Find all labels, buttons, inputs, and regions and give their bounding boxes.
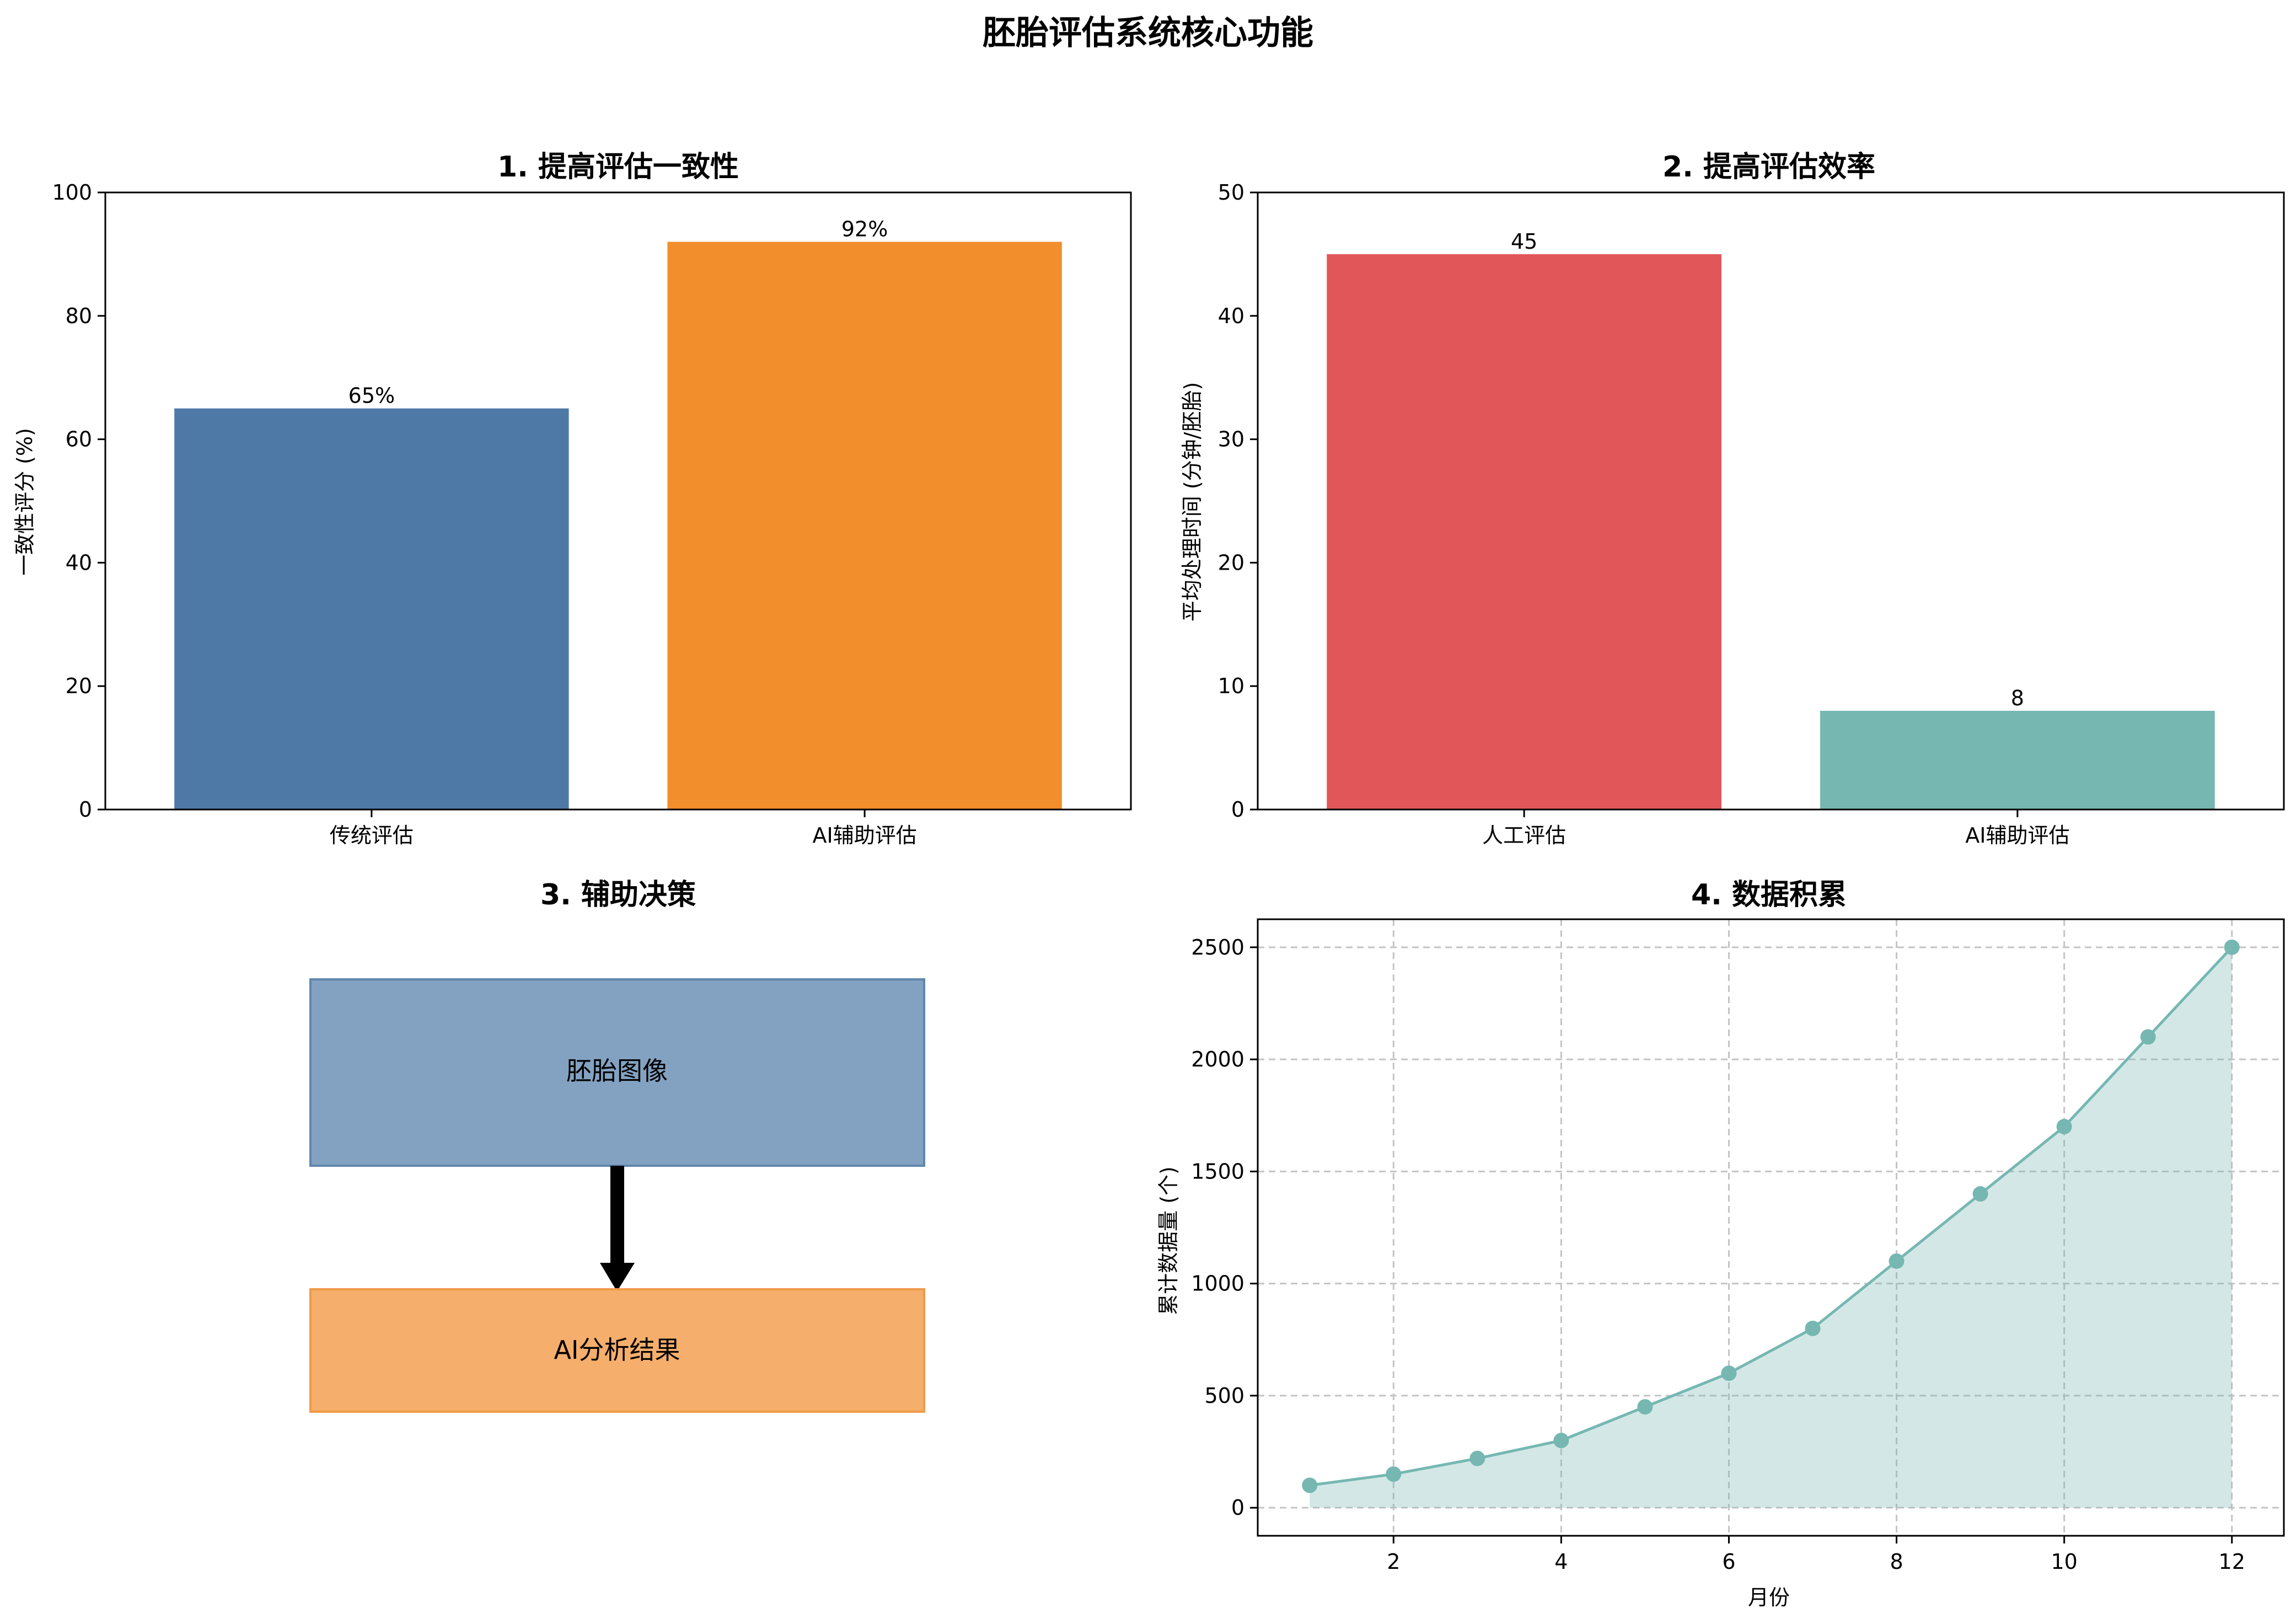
data-point <box>1386 1466 1402 1482</box>
y-tick-label: 20 <box>66 674 92 698</box>
data-point <box>1805 1320 1821 1336</box>
embryo-image-box-label: 胚胎图像 <box>566 1056 668 1086</box>
y-tick-label: 1500 <box>1191 1159 1244 1183</box>
data-point <box>1469 1450 1485 1466</box>
bar <box>174 408 569 810</box>
y-tick-label: 30 <box>1218 427 1244 452</box>
plot-frame <box>1257 918 2285 1537</box>
data-accumulation-line-chart: 4. 数据积累 月份 累计数据量 (个) 2 4 6 8 10 12 0 500 1000 150… <box>1156 878 2285 1610</box>
x-tick-label: 人工评估 <box>1482 823 1566 848</box>
y-tick-label: 80 <box>66 304 92 328</box>
x-tick-label: 2 <box>1387 1550 1400 1574</box>
flow-arrow-head <box>600 1263 635 1291</box>
y-axis-label: 平均处理时间 (分钟/胚胎) <box>1180 382 1204 622</box>
bar <box>667 242 1062 810</box>
x-tick-label: 8 <box>1890 1550 1903 1574</box>
ai-result-box <box>309 1288 925 1413</box>
y-tick-label: 0 <box>1231 797 1244 822</box>
bar <box>1327 254 1722 810</box>
y-tick-label: 60 <box>66 427 92 452</box>
y-tick-label: 40 <box>1218 304 1244 328</box>
chart-title: 4. 数据积累 <box>1691 878 1847 912</box>
y-tick-label: 100 <box>52 180 92 205</box>
data-point <box>1972 1186 1988 1202</box>
figure-title: 胚胎评估系统核心功能 <box>983 14 1313 52</box>
decision-support-diagram: 3. 辅助决策 胚胎图像 AI分析结果 <box>309 878 925 1413</box>
chart-title: 2. 提高评估效率 <box>1662 151 1875 184</box>
data-label: 65% <box>348 384 395 408</box>
plot-frame <box>104 191 1132 811</box>
diagram-title: 3. 辅助决策 <box>540 878 696 912</box>
data-point <box>1637 1399 1653 1415</box>
x-tick-label: 10 <box>2051 1550 2077 1574</box>
data-point <box>1721 1365 1737 1381</box>
y-tick-label: 0 <box>1231 1496 1244 1520</box>
y-axis-label: 一致性评分 (%) <box>13 428 37 576</box>
y-axis-label: 累计数据量 (个) <box>1156 1166 1181 1315</box>
x-tick-label: AI辅助评估 <box>1965 823 2069 848</box>
series-line <box>1309 946 2233 1487</box>
x-tick-label: 6 <box>1722 1550 1735 1574</box>
x-tick-label: 传统评估 <box>330 823 414 848</box>
y-tick-label: 2000 <box>1191 1047 1244 1071</box>
x-tick-label: AI辅助评估 <box>813 823 917 848</box>
y-tick-label: 500 <box>1204 1384 1244 1408</box>
x-tick-label: 4 <box>1554 1550 1568 1574</box>
data-point <box>1889 1253 1905 1269</box>
data-point <box>1553 1433 1569 1449</box>
y-tick-label: 40 <box>66 550 92 575</box>
y-tick-label: 20 <box>1218 550 1244 575</box>
efficiency-bar-chart: 2. 提高评估效率 平均处理时间 (分钟/胚胎) 45 人工评估 8 AI辅助评估 0 1… <box>1180 151 2285 848</box>
x-tick-label: 12 <box>2219 1550 2245 1574</box>
area-fill <box>1310 947 2232 1508</box>
data-point <box>2224 939 2240 955</box>
flow-arrow-shaft <box>610 1166 624 1265</box>
y-tick-label: 10 <box>1218 674 1244 698</box>
x-axis-label: 月份 <box>1748 1585 1790 1610</box>
chart-title: 1. 提高评估一致性 <box>497 151 739 184</box>
y-tick-label: 1000 <box>1191 1272 1244 1296</box>
data-point <box>2056 1119 2072 1135</box>
data-point <box>1302 1477 1318 1493</box>
y-tick-label: 2500 <box>1191 935 1244 960</box>
ai-result-box-label: AI分析结果 <box>554 1335 680 1365</box>
plot-frame <box>1257 191 2285 811</box>
data-point <box>2140 1029 2156 1045</box>
y-tick-label: 50 <box>1218 180 1244 205</box>
data-label: 8 <box>2011 686 2024 710</box>
data-label: 92% <box>841 217 888 242</box>
data-label: 45 <box>1511 229 1537 254</box>
bar <box>1820 710 2215 810</box>
consistency-bar-chart: 1. 提高评估一致性 一致性评分 (%) 65% 传统评估 92% AI辅助评估 0 20… <box>13 151 1132 848</box>
y-tick-label: 0 <box>79 797 92 822</box>
